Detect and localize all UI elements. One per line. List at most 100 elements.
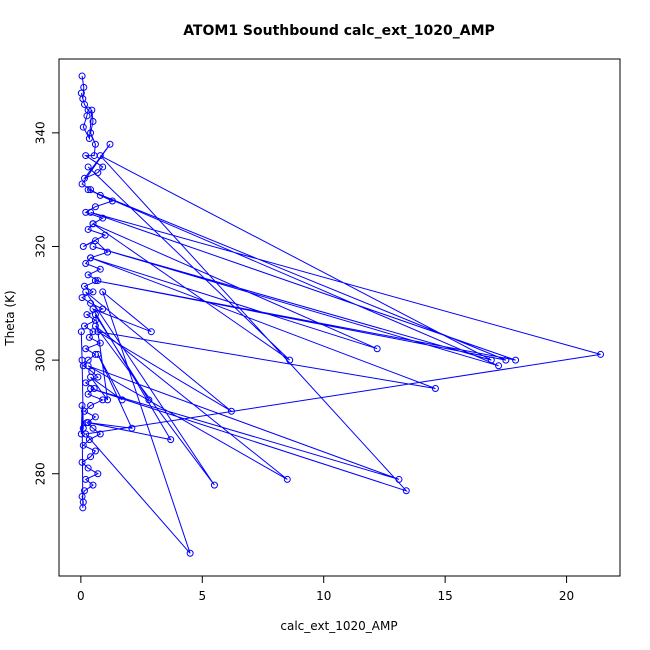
data-point xyxy=(94,373,102,381)
data-point xyxy=(81,100,88,108)
data-point xyxy=(87,373,95,381)
data-point xyxy=(87,208,95,216)
data-point xyxy=(94,470,102,478)
data-point xyxy=(82,475,90,483)
data-point xyxy=(78,458,86,466)
y-tick-label: 320 xyxy=(34,235,48,258)
data-point xyxy=(81,322,88,330)
x-tick-label: 15 xyxy=(438,589,453,603)
data-point xyxy=(77,328,85,336)
series-lines xyxy=(80,75,601,554)
x-tick-label: 20 xyxy=(559,589,574,603)
data-point xyxy=(128,424,136,432)
y-axis-label: Theta (K) xyxy=(3,290,17,346)
data-point xyxy=(78,72,86,80)
data-point xyxy=(502,356,510,364)
x-tick-label: 10 xyxy=(316,589,331,603)
data-point xyxy=(89,288,97,296)
data-point xyxy=(373,345,381,353)
data-point xyxy=(89,117,97,125)
data-point xyxy=(85,436,93,444)
data-point xyxy=(79,123,87,131)
data-point xyxy=(80,83,88,91)
data-point xyxy=(87,385,95,393)
x-axis-label: calc_ext_1020_AMP xyxy=(280,619,397,633)
data-point xyxy=(84,271,92,279)
data-point xyxy=(82,430,90,438)
data-point xyxy=(94,277,102,285)
data-point xyxy=(79,504,87,512)
data-point xyxy=(79,242,87,250)
data-point xyxy=(83,311,91,319)
data-point xyxy=(84,390,92,398)
data-point xyxy=(82,288,90,296)
data-point xyxy=(167,436,175,444)
y-tick-label: 300 xyxy=(34,349,48,372)
data-point xyxy=(82,379,90,387)
data-point xyxy=(89,242,97,250)
data-point xyxy=(512,356,520,364)
data-point xyxy=(108,197,116,205)
data-point xyxy=(77,89,85,97)
data-point xyxy=(89,424,97,432)
data-point xyxy=(101,231,109,239)
series-points xyxy=(77,72,605,557)
data-point xyxy=(96,339,104,347)
y-axis: 280 300 320 340 xyxy=(34,121,59,485)
data-point xyxy=(90,385,98,393)
data-point xyxy=(402,487,410,495)
data-point xyxy=(79,424,87,432)
data-point xyxy=(89,305,97,313)
data-point xyxy=(84,163,92,171)
data-point xyxy=(87,402,95,410)
data-point xyxy=(91,277,99,285)
data-point xyxy=(96,152,104,160)
data-point xyxy=(99,305,107,313)
data-point xyxy=(431,385,439,393)
data-point xyxy=(81,487,88,495)
x-tick-label: 0 xyxy=(77,589,85,603)
data-point xyxy=(495,362,503,370)
data-point xyxy=(82,152,90,160)
data-point xyxy=(186,549,194,557)
data-point xyxy=(82,345,90,353)
data-point xyxy=(99,163,107,171)
data-point xyxy=(99,396,107,404)
data-point xyxy=(118,396,126,404)
data-point xyxy=(82,260,90,268)
data-point xyxy=(91,350,99,358)
data-point xyxy=(91,237,99,245)
data-point xyxy=(87,129,95,137)
data-point xyxy=(94,350,102,358)
series-line-2 xyxy=(84,155,601,554)
data-point xyxy=(84,419,92,427)
data-point xyxy=(145,396,153,404)
data-point xyxy=(286,356,294,364)
data-point xyxy=(84,186,92,194)
data-point xyxy=(89,481,97,489)
data-point xyxy=(83,112,91,120)
data-point xyxy=(88,106,96,114)
plot-frame xyxy=(58,58,621,577)
data-point xyxy=(96,265,104,273)
data-point xyxy=(91,322,99,330)
data-point xyxy=(96,191,104,199)
data-point xyxy=(87,254,95,262)
data-point xyxy=(78,356,86,364)
x-tick-label: 5 xyxy=(198,589,206,603)
data-point xyxy=(104,396,112,404)
data-point xyxy=(81,174,88,182)
data-point xyxy=(395,475,403,483)
data-point xyxy=(210,481,218,489)
data-point xyxy=(81,407,88,415)
data-point xyxy=(147,328,155,336)
data-point xyxy=(91,447,99,455)
data-point xyxy=(84,464,92,472)
data-point xyxy=(89,328,97,336)
data-point xyxy=(78,180,86,188)
data-point xyxy=(96,430,104,438)
data-point xyxy=(87,453,95,461)
data-point xyxy=(597,350,605,358)
data-point xyxy=(94,169,102,177)
